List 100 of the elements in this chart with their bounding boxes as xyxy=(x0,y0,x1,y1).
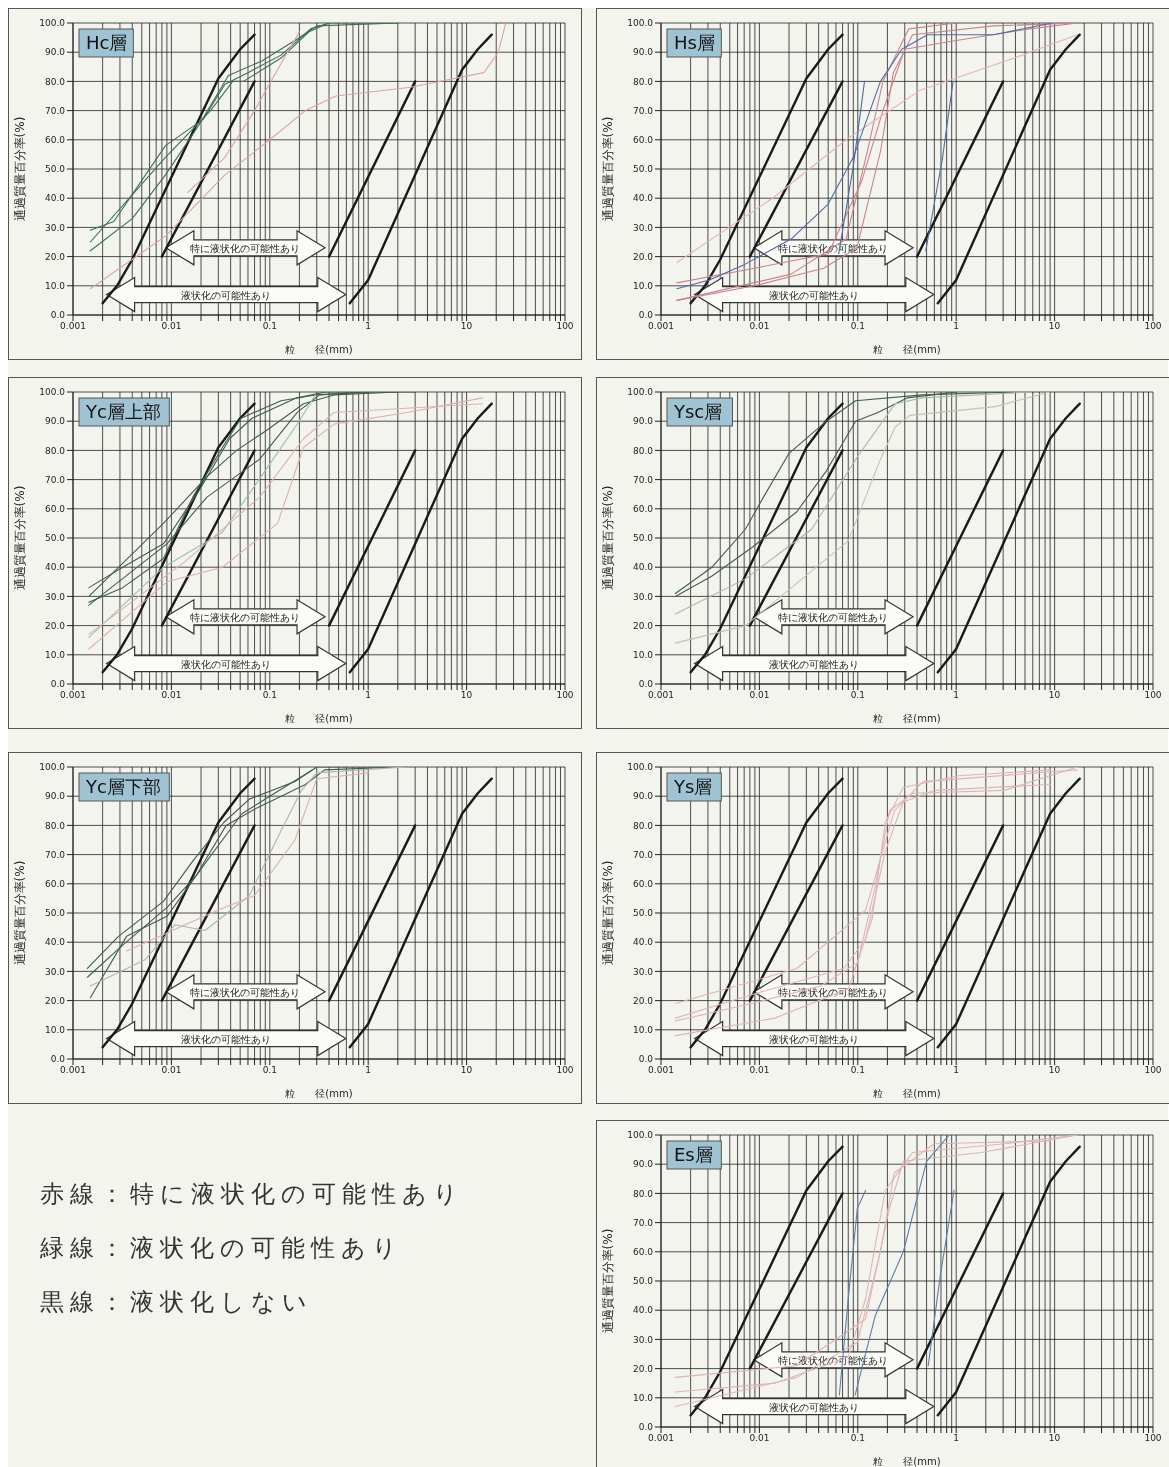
y-tick-label: 30.0 xyxy=(632,591,654,602)
annotation: 液状化の可能性あり xyxy=(769,658,860,670)
y-tick-label: 70.0 xyxy=(632,1217,654,1228)
y-tick-label: 40.0 xyxy=(632,1305,654,1316)
y-tick-label: 70.0 xyxy=(44,105,66,116)
y-tick-label: 90.0 xyxy=(44,791,66,802)
y-tick-label: 20.0 xyxy=(632,620,654,631)
x-tick-label: 1 xyxy=(953,690,960,701)
x-tick-label: 0.1 xyxy=(262,321,277,332)
text: Es層 xyxy=(674,1144,713,1165)
y-tick-label: 70.0 xyxy=(632,474,654,485)
x-tick-label: 0.01 xyxy=(161,321,182,332)
y-tick-label: 60.0 xyxy=(632,878,654,889)
y-axis-title: 通過質量百分率(%) xyxy=(601,116,615,222)
y-tick-label: 80.0 xyxy=(632,76,654,87)
y-axis-title: 通過質量百分率(%) xyxy=(13,116,27,222)
y-tick-label: 20.0 xyxy=(44,620,66,631)
x-axis-title: 粒 径(mm) xyxy=(873,1456,941,1467)
y-tick-label: 50.0 xyxy=(44,164,66,175)
x-axis-title: 粒 径(mm) xyxy=(285,344,353,355)
x-tick-label: 1 xyxy=(365,321,372,332)
y-tick-label: 10.0 xyxy=(632,280,654,291)
y-tick-label: 40.0 xyxy=(632,193,654,204)
annotation: 特に液状化の可能性あり xyxy=(190,242,301,254)
y-tick-label: 70.0 xyxy=(44,474,66,485)
x-tick-label: 0.01 xyxy=(749,1065,770,1076)
x-tick-label: 1 xyxy=(953,321,960,332)
y-tick-label: 10.0 xyxy=(632,1024,654,1035)
x-tick-label: 10 xyxy=(460,1065,473,1076)
y-tick-label: 100.0 xyxy=(39,762,66,773)
x-tick-label: 0.01 xyxy=(749,690,770,701)
y-tick-label: 40.0 xyxy=(44,937,66,948)
y-tick-label: 50.0 xyxy=(44,908,66,919)
text: Ysc層 xyxy=(673,401,723,422)
text: Ys層 xyxy=(673,776,713,797)
y-axis-title: 通過質量百分率(%) xyxy=(601,485,615,591)
y-axis-title: 通過質量百分率(%) xyxy=(601,1228,615,1334)
y-tick-label: 60.0 xyxy=(44,878,66,889)
annotation: 液状化の可能性あり xyxy=(181,1033,272,1045)
y-tick-label: 10.0 xyxy=(44,1024,66,1035)
text: 赤線：特に液状化の可能性あり xyxy=(40,1179,465,1210)
y-tick-label: 90.0 xyxy=(632,1159,654,1170)
y-tick-label: 0.0 xyxy=(638,1054,654,1065)
y-tick-label: 50.0 xyxy=(632,908,654,919)
y-tick-label: 30.0 xyxy=(632,222,654,233)
x-tick-label: 0.001 xyxy=(60,690,86,701)
y-tick-label: 60.0 xyxy=(632,135,654,145)
x-tick-label: 100 xyxy=(556,690,574,701)
x-axis-title: 粒 径(mm) xyxy=(873,344,941,355)
x-tick-label: 100 xyxy=(1144,1433,1162,1444)
y-tick-label: 60.0 xyxy=(632,1246,654,1257)
text: 黒線：液状化しない xyxy=(40,1287,314,1318)
x-tick-label: 100 xyxy=(556,321,574,332)
x-tick-label: 0.1 xyxy=(850,1065,865,1076)
y-tick-label: 40.0 xyxy=(632,562,654,573)
y-tick-label: 40.0 xyxy=(632,937,654,948)
text: 緑線：液状化の可能性あり xyxy=(40,1233,404,1264)
y-tick-label: 0.0 xyxy=(638,679,654,690)
x-tick-label: 0.001 xyxy=(648,321,674,332)
y-tick-label: 20.0 xyxy=(44,251,66,262)
x-tick-label: 0.001 xyxy=(60,321,86,332)
y-tick-label: 90.0 xyxy=(632,791,654,802)
y-tick-label: 80.0 xyxy=(44,445,66,456)
y-tick-label: 50.0 xyxy=(632,164,654,175)
x-tick-label: 0.1 xyxy=(262,690,277,701)
annotation: 特に液状化の可能性あり xyxy=(190,611,301,623)
y-tick-label: 20.0 xyxy=(44,995,66,1006)
y-tick-label: 20.0 xyxy=(632,995,654,1006)
x-tick-label: 1 xyxy=(953,1065,960,1076)
y-tick-label: 100.0 xyxy=(39,18,66,29)
y-tick-label: 0.0 xyxy=(638,310,654,321)
x-tick-label: 1 xyxy=(365,690,372,701)
y-tick-label: 70.0 xyxy=(632,849,654,860)
x-axis-title: 粒 径(mm) xyxy=(285,1088,353,1099)
x-axis-title: 粒 径(mm) xyxy=(873,713,941,724)
annotation: 液状化の可能性あり xyxy=(769,1033,860,1045)
y-tick-label: 80.0 xyxy=(632,445,654,456)
annotation: 液状化の可能性あり xyxy=(181,658,272,670)
y-axis-title: 通過質量百分率(%) xyxy=(13,860,27,966)
y-axis-title: 通過質量百分率(%) xyxy=(13,485,27,591)
text: Hs層 xyxy=(674,32,715,53)
y-tick-label: 10.0 xyxy=(632,1392,654,1403)
x-tick-label: 10 xyxy=(1048,1433,1061,1444)
y-tick-label: 30.0 xyxy=(632,1334,654,1345)
annotation: 特に液状化の可能性あり xyxy=(778,986,889,998)
y-axis-title: 通過質量百分率(%) xyxy=(601,860,615,966)
y-tick-label: 10.0 xyxy=(44,280,66,291)
y-tick-label: 30.0 xyxy=(44,591,66,602)
x-tick-label: 10 xyxy=(460,321,473,332)
x-tick-label: 10 xyxy=(1048,690,1061,701)
y-tick-label: 60.0 xyxy=(44,135,66,145)
x-tick-label: 0.01 xyxy=(749,321,770,332)
y-tick-label: 0.0 xyxy=(50,679,66,690)
annotation: 特に液状化の可能性あり xyxy=(778,242,889,254)
y-tick-label: 90.0 xyxy=(44,416,66,427)
x-tick-label: 100 xyxy=(1144,321,1162,332)
y-tick-label: 100.0 xyxy=(627,18,654,29)
y-tick-label: 0.0 xyxy=(638,1422,654,1433)
x-tick-label: 0.001 xyxy=(648,1433,674,1444)
y-tick-label: 90.0 xyxy=(44,47,66,58)
